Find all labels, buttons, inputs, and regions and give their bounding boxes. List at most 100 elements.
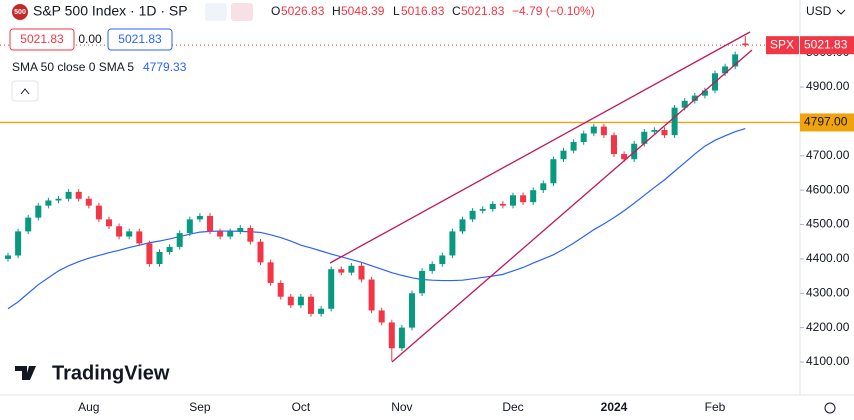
candle-body: [671, 107, 678, 136]
candle-body: [661, 130, 668, 136]
candle-body: [580, 133, 587, 143]
candle-body: [459, 219, 466, 232]
ohlc-close: 5021.83: [461, 4, 505, 18]
candle-body: [722, 66, 729, 74]
candle-body: [429, 264, 436, 271]
candle-body: [611, 135, 617, 155]
compare-button[interactable]: [205, 3, 227, 21]
candle-body: [691, 95, 698, 101]
candle-body: [287, 296, 294, 306]
candle-body: [419, 270, 426, 294]
candle-body: [35, 205, 42, 218]
badge-text: 500: [14, 9, 26, 16]
x-tick-label: Oct: [292, 400, 311, 414]
candle-body: [267, 262, 274, 283]
candle-body: [358, 265, 365, 280]
spread: 0.00: [78, 32, 102, 46]
indicator-button[interactable]: [231, 3, 253, 21]
hline-label: 4797.00: [804, 115, 848, 129]
candle-body: [75, 191, 82, 199]
sma-value: 4779.33: [143, 60, 187, 74]
y-tick-label: 4300.00: [806, 285, 850, 299]
last-price-box: [800, 36, 854, 55]
candle-body: [217, 231, 224, 237]
candle-body: [499, 203, 506, 206]
candle-body: [328, 269, 335, 309]
candle-body: [257, 241, 264, 263]
candle-body: [106, 219, 112, 227]
candle-body: [297, 296, 304, 306]
trendline-lower: [391, 49, 753, 363]
currency[interactable]: USD: [806, 4, 832, 18]
candle-body: [338, 269, 345, 273]
settings-icon[interactable]: [824, 402, 836, 414]
sell-price[interactable]: 5021.83: [20, 32, 64, 46]
collapse-icon: [20, 88, 30, 95]
candle-body: [308, 296, 314, 314]
candle-body: [398, 327, 405, 349]
candle-body: [520, 195, 527, 203]
x-tick-label: 2024: [601, 400, 628, 414]
candle-body: [590, 126, 597, 134]
ohlc-c-label: C: [452, 4, 461, 18]
candle-body: [116, 226, 123, 237]
logo-icon: [15, 366, 36, 380]
candle-body: [378, 310, 385, 323]
hline-label-box: [800, 113, 854, 132]
symbol-label-box: [766, 36, 799, 55]
candle-body: [621, 154, 628, 160]
symbol-badge: [12, 4, 28, 20]
candle-body: [136, 231, 143, 244]
candle-body: [55, 198, 62, 201]
buy-price[interactable]: 5021.83: [118, 32, 162, 46]
chart-title[interactable]: S&P 500 Index · 1D · SP: [33, 3, 188, 19]
candle-body: [348, 265, 355, 273]
sell-button[interactable]: [9, 28, 75, 51]
candle-body: [732, 54, 739, 67]
candle-body: [489, 203, 496, 210]
candle-body: [126, 231, 133, 237]
candle-body: [479, 209, 486, 211]
candle-body: [742, 43, 749, 46]
ohlc-l-label: L: [393, 4, 400, 18]
candle-body: [318, 308, 325, 314]
x-tick-label: Aug: [78, 400, 99, 414]
candle-body: [95, 205, 102, 220]
ohlc-o-label: O: [271, 4, 280, 18]
candle-body: [510, 195, 516, 206]
y-tick-label: 4500.00: [806, 217, 850, 231]
ohlc-h-label: H: [332, 4, 341, 18]
candle-body: [469, 210, 476, 220]
symbol-label: SPX: [770, 37, 794, 51]
x-tick-label: Feb: [705, 400, 726, 414]
candle-body: [701, 90, 708, 96]
ohlc-high: 5048.39: [341, 4, 385, 18]
y-tick-label: 4600.00: [806, 182, 850, 196]
candle-body: [85, 198, 92, 206]
y-tick-label: 4700.00: [806, 148, 850, 162]
sma-legend: SMA 50 close 0 SMA 5: [12, 60, 134, 74]
candle-body: [651, 130, 658, 132]
candle-body: [227, 231, 234, 237]
candle-body: [166, 246, 173, 253]
candle-body: [237, 227, 244, 232]
candle-body: [388, 322, 395, 349]
brand: TradingView: [52, 362, 170, 384]
ui: 500 S&P 500 Index · 1D · SP O 5026.83 H …: [9, 3, 854, 414]
candle-body: [146, 243, 153, 265]
candle-body: [247, 227, 254, 242]
candle-body: [641, 131, 648, 144]
candle-body: [449, 231, 456, 256]
buy-button[interactable]: [107, 28, 173, 51]
x-tick-label: Nov: [391, 400, 412, 414]
y-tick-label: 4200.00: [806, 320, 850, 334]
candle-body: [570, 142, 577, 151]
candle-body: [368, 279, 375, 311]
candle-body: [156, 252, 163, 265]
y-tick-label: 4100.00: [806, 354, 850, 368]
candle-body: [45, 200, 52, 206]
candle-body: [5, 255, 11, 259]
collapse-button[interactable]: [11, 80, 39, 102]
y-tick-label: 4900.00: [806, 79, 850, 93]
